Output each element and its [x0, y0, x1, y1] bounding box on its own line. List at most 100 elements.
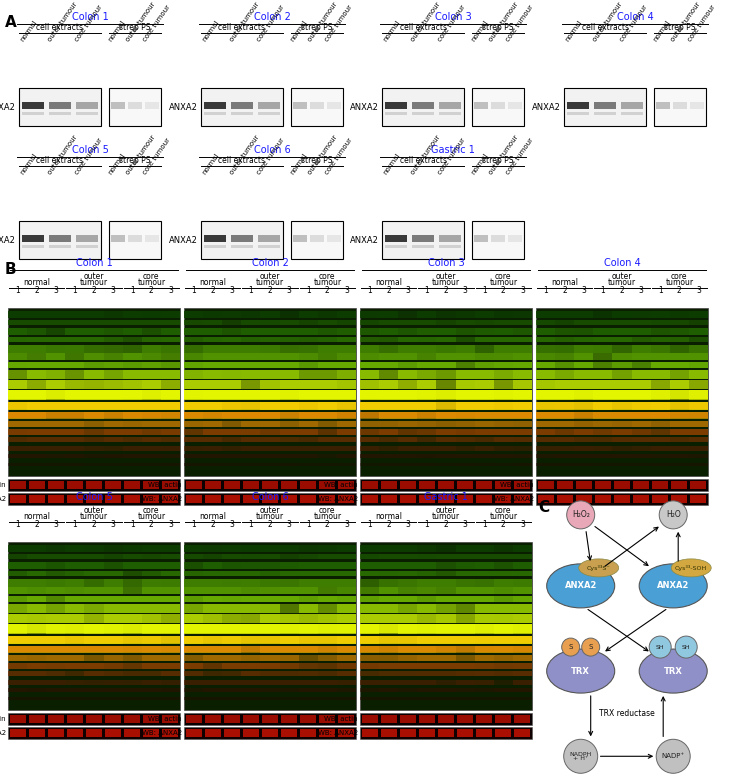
- Bar: [493, 345, 513, 353]
- Bar: [593, 412, 612, 419]
- Bar: [123, 571, 142, 575]
- Bar: [28, 481, 45, 489]
- Bar: [379, 437, 399, 442]
- Bar: [85, 370, 104, 379]
- Bar: [399, 446, 418, 451]
- Bar: [513, 663, 532, 669]
- Text: core: core: [495, 506, 512, 515]
- Bar: [242, 688, 261, 692]
- Bar: [8, 380, 27, 390]
- Bar: [557, 481, 573, 489]
- Bar: [537, 481, 553, 489]
- Bar: [555, 345, 575, 353]
- Bar: [575, 311, 593, 318]
- Bar: [493, 320, 513, 325]
- Text: 2: 2: [34, 286, 39, 295]
- Text: normal: normal: [564, 20, 583, 43]
- Bar: [456, 604, 474, 612]
- Bar: [224, 481, 239, 489]
- Bar: [222, 646, 242, 653]
- Bar: [242, 354, 261, 360]
- Bar: [360, 571, 379, 575]
- Text: normal: normal: [107, 153, 126, 176]
- Bar: [654, 88, 706, 126]
- Bar: [299, 402, 318, 411]
- Bar: [161, 345, 180, 353]
- Bar: [77, 103, 99, 109]
- Bar: [222, 361, 242, 368]
- Bar: [515, 729, 531, 737]
- Bar: [360, 311, 379, 318]
- Bar: [184, 370, 203, 379]
- Bar: [65, 311, 85, 318]
- Bar: [280, 390, 299, 401]
- Bar: [418, 320, 437, 325]
- Bar: [593, 345, 612, 353]
- Bar: [379, 554, 399, 559]
- Bar: [472, 221, 524, 259]
- Bar: [242, 571, 261, 575]
- Bar: [438, 715, 454, 723]
- Bar: [280, 412, 299, 419]
- Bar: [593, 454, 612, 459]
- Bar: [85, 354, 104, 360]
- Bar: [123, 412, 142, 419]
- Bar: [65, 380, 85, 390]
- Text: 1: 1: [367, 286, 372, 295]
- Bar: [418, 429, 437, 435]
- Bar: [339, 481, 355, 489]
- Bar: [379, 463, 399, 466]
- Bar: [650, 320, 670, 325]
- Bar: [242, 311, 261, 318]
- Text: 2: 2: [501, 520, 506, 529]
- Bar: [203, 454, 222, 459]
- Text: WB: actin: WB: actin: [0, 716, 6, 722]
- Bar: [261, 587, 280, 594]
- Bar: [184, 587, 203, 594]
- Bar: [280, 688, 299, 692]
- Bar: [380, 495, 396, 503]
- Bar: [513, 429, 532, 435]
- Bar: [104, 646, 123, 653]
- Bar: [299, 437, 318, 442]
- Bar: [493, 390, 513, 401]
- Bar: [123, 604, 142, 612]
- Bar: [437, 624, 456, 634]
- Bar: [418, 463, 437, 466]
- Bar: [123, 446, 142, 451]
- Bar: [536, 311, 555, 318]
- Bar: [161, 420, 180, 427]
- Bar: [222, 688, 242, 692]
- Text: 2: 2: [620, 286, 624, 295]
- Bar: [28, 729, 45, 737]
- Bar: [242, 663, 261, 669]
- Bar: [474, 671, 493, 677]
- Bar: [418, 454, 437, 459]
- Bar: [555, 380, 575, 390]
- Bar: [337, 571, 356, 575]
- Bar: [337, 390, 356, 401]
- Bar: [555, 446, 575, 451]
- Text: 2: 2: [34, 520, 39, 529]
- Bar: [670, 336, 689, 342]
- Bar: [65, 328, 85, 335]
- Bar: [299, 446, 318, 451]
- Bar: [184, 655, 203, 661]
- Bar: [456, 336, 474, 342]
- Bar: [85, 663, 104, 669]
- Bar: [242, 614, 261, 623]
- Text: outer tumour: outer tumour: [229, 2, 261, 43]
- Bar: [27, 671, 46, 677]
- Bar: [689, 463, 708, 466]
- Bar: [493, 671, 513, 677]
- Text: 1: 1: [72, 520, 77, 529]
- Bar: [437, 596, 456, 602]
- Text: Gastric 1: Gastric 1: [431, 145, 475, 155]
- Bar: [65, 336, 85, 342]
- Text: outer: outer: [260, 506, 280, 515]
- Bar: [8, 463, 27, 466]
- Bar: [203, 311, 222, 318]
- Bar: [493, 328, 513, 335]
- Bar: [203, 579, 222, 586]
- Bar: [22, 111, 44, 115]
